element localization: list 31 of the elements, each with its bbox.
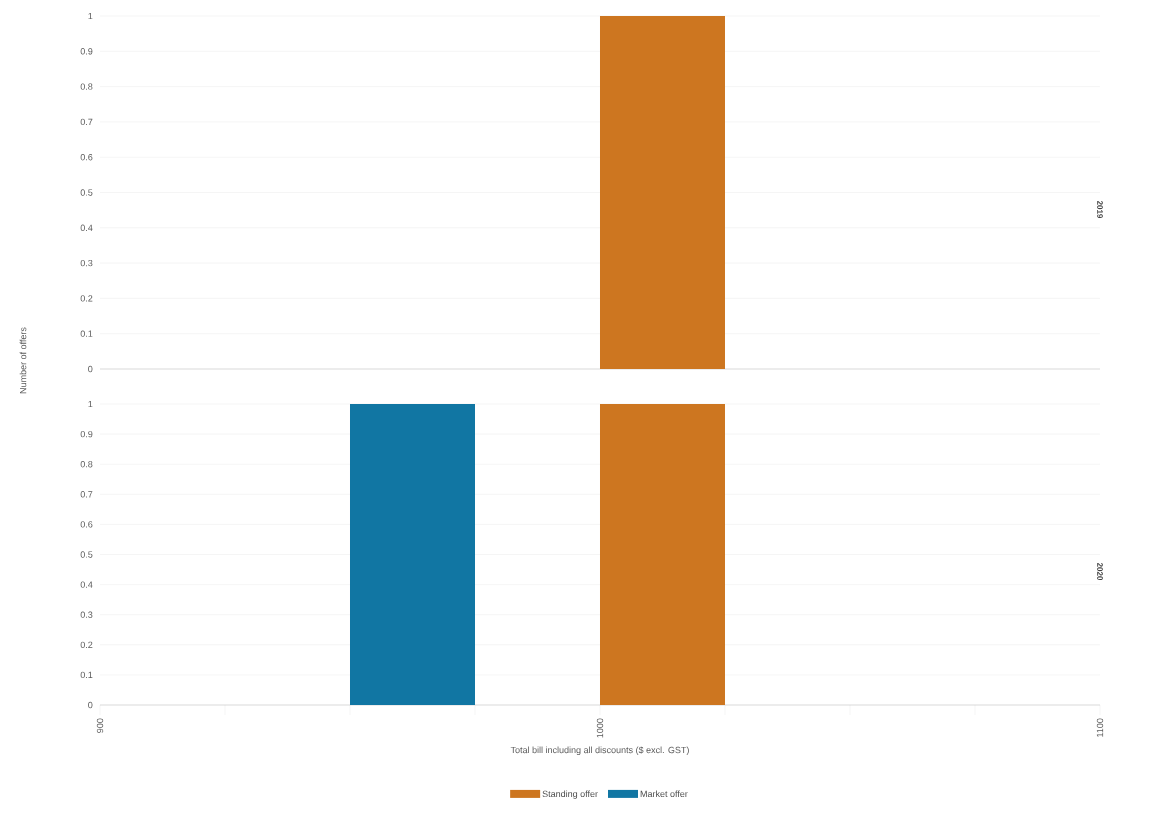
legend-label: Market offer [640, 790, 688, 798]
y-tick-label: 0.8 [80, 461, 93, 468]
y-tick-label: 0.6 [80, 154, 93, 161]
y-tick-label: 0 [88, 701, 93, 709]
y-tick-label: 0.4 [80, 581, 93, 588]
y-tick-label: 0.6 [80, 521, 93, 528]
y-tick-label: 0.5 [80, 551, 93, 558]
y-tick-label: 0.1 [80, 330, 93, 337]
x-tick-label: 1100 [1096, 718, 1104, 737]
y-tick-label: 0.7 [80, 491, 93, 498]
text: 2019 [1097, 200, 1103, 219]
x-tick-label: 900 [96, 718, 104, 733]
y-axis-title: Number of offers [19, 327, 27, 394]
y-tick-label: 1 [88, 400, 93, 408]
y-tick-label: 1 [88, 12, 93, 20]
y-tick-label: 0.9 [80, 48, 93, 55]
text: 2020 [1097, 562, 1103, 581]
y-tick-label: 0.1 [80, 671, 93, 679]
y-tick-label: 0.3 [80, 259, 93, 267]
y-tick-label: 0.2 [80, 295, 93, 302]
y-tick-label: 0.4 [80, 224, 93, 231]
legend-label: Standing offer [542, 790, 598, 799]
y-tick-label: 0.3 [80, 611, 93, 618]
y-tick-label: 0 [88, 365, 93, 373]
x-axis-title: Total bill including all discounts ($ excl. GST) [510, 746, 689, 755]
x-tick-label: 1000 [596, 718, 604, 738]
y-tick-label: 0.8 [80, 83, 93, 90]
y-tick-label: 0.5 [80, 189, 93, 196]
y-tick-label: 0.7 [80, 118, 93, 126]
y-tick-label: 0.9 [80, 430, 93, 438]
y-tick-label: 0.2 [80, 641, 93, 648]
